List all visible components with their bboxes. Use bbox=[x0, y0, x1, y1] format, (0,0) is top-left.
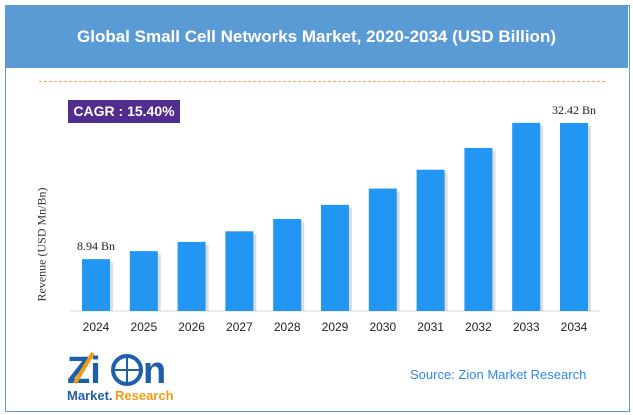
bar-2025 bbox=[129, 251, 158, 311]
bar-2024 bbox=[82, 259, 110, 311]
x-tick-label: 2026 bbox=[178, 320, 205, 334]
bar-2030 bbox=[368, 188, 397, 311]
x-tick-label: 2028 bbox=[274, 320, 301, 334]
bar-2033 bbox=[512, 122, 541, 312]
x-tick-label: 2030 bbox=[369, 320, 396, 334]
bar-2032 bbox=[464, 147, 493, 311]
source-text: Source: Zion Market Research bbox=[410, 367, 587, 382]
bar-2034 bbox=[560, 122, 588, 312]
x-tick-label: 2024 bbox=[83, 320, 110, 334]
bar-2027 bbox=[225, 231, 254, 311]
x-tick-label: 2034 bbox=[561, 320, 588, 334]
cagr-badge: CAGR : 15.40% bbox=[68, 100, 180, 123]
chart-title: Global Small Cell Networks Market, 2020-… bbox=[5, 5, 628, 68]
x-tick-label: 2029 bbox=[322, 320, 349, 334]
x-tick-label: 2025 bbox=[130, 320, 157, 334]
svg-text:Market.: Market. bbox=[67, 388, 113, 403]
bar-2031 bbox=[416, 169, 445, 311]
svg-text:n: n bbox=[143, 350, 166, 392]
data-label: 8.94 Bn bbox=[77, 239, 115, 253]
x-tick-label: 2032 bbox=[465, 320, 492, 334]
x-tick-label: 2031 bbox=[417, 320, 444, 334]
divider bbox=[39, 81, 605, 82]
data-label: 32.42 Bn bbox=[552, 103, 596, 117]
zion-logo: Zi n Market. Research bbox=[67, 350, 174, 403]
bar-2028 bbox=[273, 219, 302, 311]
svg-text:Research: Research bbox=[115, 388, 174, 403]
x-tick-label: 2027 bbox=[226, 320, 253, 334]
bar-2026 bbox=[177, 241, 206, 311]
x-tick-label: 2033 bbox=[513, 320, 540, 334]
bar-2029 bbox=[321, 204, 349, 311]
